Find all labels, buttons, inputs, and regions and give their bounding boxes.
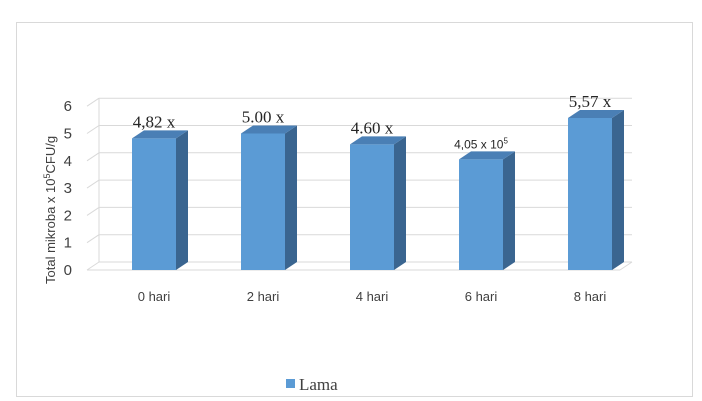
gridline-depth — [86, 261, 100, 271]
gridline-depth — [86, 125, 100, 134]
x-axis-categories: 0 hari 2 hari 4 hari 6 hari 8 hari — [138, 289, 607, 304]
bar-side — [176, 130, 188, 270]
gridline-depth — [86, 97, 100, 107]
bar-front — [132, 138, 176, 270]
bar-front — [459, 159, 503, 270]
bar-top — [568, 109, 624, 118]
gridline-depth — [86, 206, 100, 216]
y-tick-label: 1 — [64, 235, 72, 252]
y-axis-title: Total mikroba x 105CFU/g — [42, 136, 58, 284]
y-tick-label: 6 — [64, 98, 72, 115]
y-tick-label: 3 — [64, 180, 72, 197]
bar-side — [394, 136, 406, 270]
bar — [132, 130, 188, 270]
y-tick-label: 2 — [64, 207, 72, 224]
x-category-label: 2 hari — [247, 289, 280, 304]
data-label: 5.00 x — [242, 108, 285, 127]
bar — [350, 136, 406, 270]
x-category-label: 4 hari — [356, 289, 389, 304]
bar-front — [350, 144, 394, 270]
bar-front — [568, 117, 612, 271]
legend: Lama — [286, 375, 338, 394]
bar-side — [285, 125, 297, 270]
bar — [568, 109, 624, 271]
data-label: 5,57 x — [569, 92, 612, 111]
bars — [132, 109, 624, 271]
x-category-label: 6 hari — [465, 289, 498, 304]
bar-side — [612, 109, 624, 271]
y-tick-label: 0 — [64, 262, 72, 279]
x-category-label: 8 hari — [574, 289, 607, 304]
y-tick-label: 5 — [64, 126, 72, 143]
bar-side — [503, 151, 515, 270]
floor-right-edge — [619, 261, 633, 271]
gridline-depth — [86, 152, 100, 162]
bar-top — [459, 151, 515, 160]
bar-top — [132, 130, 188, 139]
gridline-depth — [86, 234, 100, 244]
x-category-label: 0 hari — [138, 289, 171, 304]
data-label: 4,82 x — [133, 112, 176, 131]
legend-label: Lama — [299, 375, 338, 394]
bar — [459, 151, 515, 270]
gridline-depth — [86, 179, 100, 189]
bar-top — [241, 125, 297, 134]
legend-swatch — [286, 379, 295, 388]
data-label: 4,05 x 105 — [454, 136, 508, 151]
bar — [241, 125, 297, 270]
data-labels: 4,82 x 5.00 x 4.60 x 4,05 x 105 5,57 x — [133, 92, 612, 151]
data-label: 4.60 x — [351, 118, 394, 137]
y-tick-label: 4 — [64, 153, 72, 170]
bar-top — [350, 136, 406, 145]
bar-front — [241, 133, 285, 270]
y-axis-ticks: 0 1 2 3 4 5 6 — [64, 98, 72, 279]
